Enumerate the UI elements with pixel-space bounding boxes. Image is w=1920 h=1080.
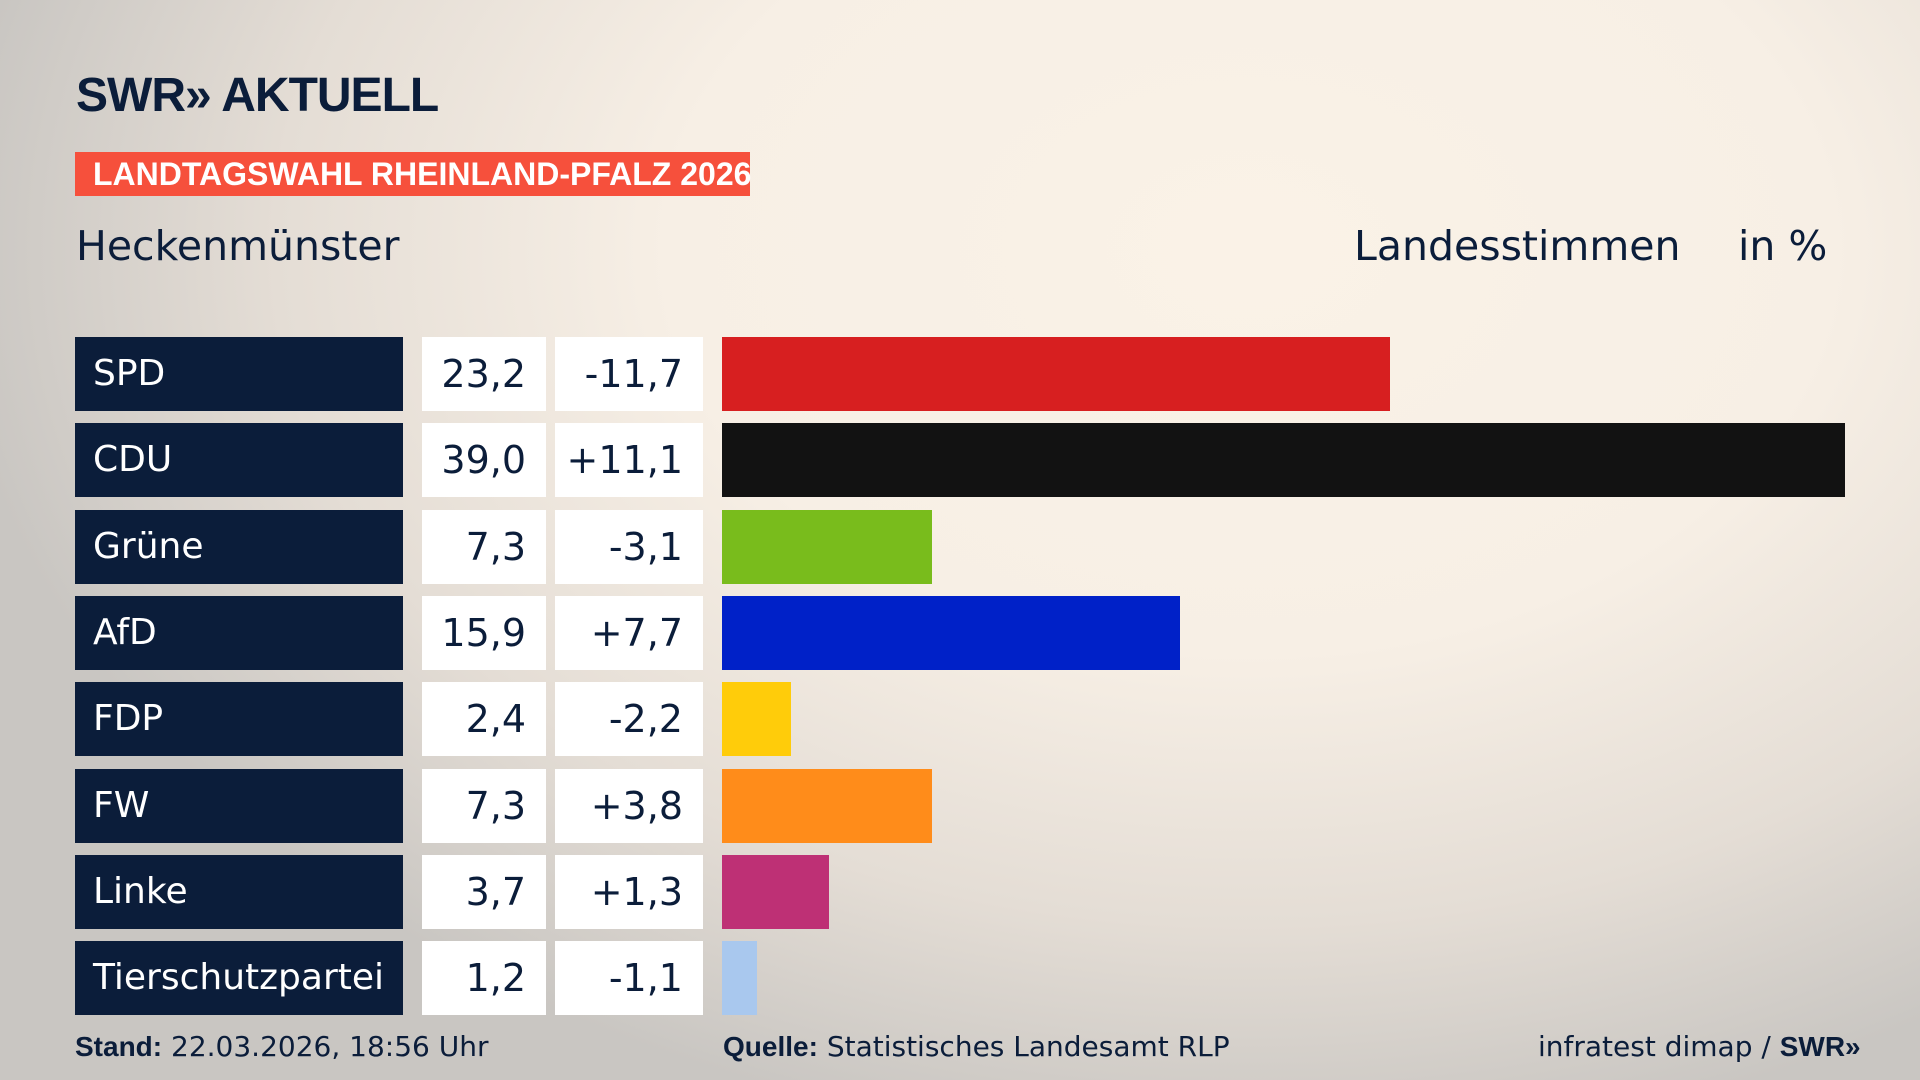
stand-value: 22.03.2026, 18:56 Uhr <box>162 1030 489 1063</box>
party-name: FDP <box>75 682 403 757</box>
location-title: Heckenmünster <box>76 222 400 270</box>
election-banner: LANDTAGSWAHL RHEINLAND-PFALZ 2026 <box>75 152 751 196</box>
party-bar <box>722 509 933 584</box>
party-value: 3,7 <box>422 854 546 929</box>
measure-label: Landesstimmen <box>1354 222 1681 270</box>
party-value: 2,4 <box>422 682 546 757</box>
party-value: 23,2 <box>422 337 546 411</box>
party-name: FW <box>75 768 403 843</box>
credit-text: infratest dimap / <box>1538 1030 1780 1063</box>
party-name: AfD <box>75 595 403 670</box>
party-name: Grüne <box>75 509 403 584</box>
party-change: -1,1 <box>555 941 703 1016</box>
stand-label: Stand: <box>75 1031 163 1062</box>
party-bar <box>722 423 1845 498</box>
party-change: +11,1 <box>555 423 703 498</box>
party-change: +3,8 <box>555 768 703 843</box>
party-bar <box>722 337 1391 411</box>
source-label: Quelle: <box>723 1031 818 1062</box>
party-change: +1,3 <box>555 854 703 929</box>
party-change: -2,2 <box>555 682 703 757</box>
swr-aktuell-logo: SWR» AKTUELL <box>76 69 439 122</box>
party-value: 1,2 <box>422 941 546 1016</box>
source-value: Statistisches Landesamt RLP <box>817 1030 1230 1063</box>
party-value: 7,3 <box>422 768 546 843</box>
source: Quelle: Statistisches Landesamt RLP <box>723 1030 1230 1063</box>
unit-label: in % <box>1738 222 1828 270</box>
party-name: Tierschutzpartei <box>75 941 403 1016</box>
credit: infratest dimap / SWR» <box>1538 1030 1861 1063</box>
party-change: +7,7 <box>555 595 703 670</box>
party-bar <box>722 941 757 1016</box>
party-value: 39,0 <box>422 423 546 498</box>
party-value: 15,9 <box>422 595 546 670</box>
party-name: CDU <box>75 423 403 498</box>
party-name: SPD <box>75 337 403 411</box>
swr-logo: SWR» <box>1779 1031 1861 1062</box>
party-bar <box>722 768 933 843</box>
party-bar <box>722 595 1180 670</box>
party-bar <box>722 854 829 929</box>
party-bar <box>722 682 792 757</box>
party-name: Linke <box>75 854 403 929</box>
timestamp: Stand: 22.03.2026, 18:56 Uhr <box>75 1030 488 1063</box>
party-value: 7,3 <box>422 509 546 584</box>
party-change: -11,7 <box>555 337 703 411</box>
party-change: -3,1 <box>555 509 703 584</box>
